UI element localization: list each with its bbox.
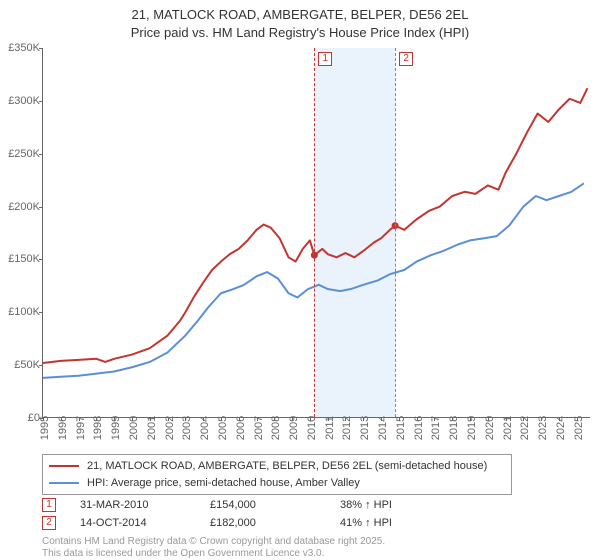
x-axis-label: 2025 <box>573 416 585 440</box>
x-axis-label: 2013 <box>359 416 371 440</box>
sale-marker-line <box>395 48 396 417</box>
title-line2: Price paid vs. HM Land Registry's House … <box>131 25 469 40</box>
sale-row: 1 31-MAR-2010£154,00038% ↑ HPI <box>42 496 470 514</box>
x-axis-label: 2015 <box>395 416 407 440</box>
sale-date: 31-MAR-2010 <box>80 499 210 511</box>
attribution-line: This data is licensed under the Open Gov… <box>42 548 324 559</box>
legend-swatch <box>49 482 79 484</box>
sale-marker-label: 1 <box>318 52 332 66</box>
x-axis-label: 2006 <box>235 416 247 440</box>
legend-item: 21, MATLOCK ROAD, AMBERGATE, BELPER, DE5… <box>49 458 505 475</box>
x-axis-label: 2007 <box>253 416 265 440</box>
sale-price: £154,000 <box>210 499 340 511</box>
x-axis-label: 2010 <box>306 416 318 440</box>
y-axis-label: £200K <box>0 201 40 213</box>
attribution-line: Contains HM Land Registry data © Crown c… <box>42 536 385 547</box>
x-axis-label: 1999 <box>110 416 122 440</box>
x-axis-label: 2023 <box>537 416 549 440</box>
x-axis-label: 1995 <box>39 416 51 440</box>
x-axis-label: 2019 <box>466 416 478 440</box>
sale-delta: 38% ↑ HPI <box>340 499 470 511</box>
x-axis-label: 2005 <box>217 416 229 440</box>
plot-area: 1219951996199719981999200020012002200320… <box>42 48 590 418</box>
legend: 21, MATLOCK ROAD, AMBERGATE, BELPER, DE5… <box>42 454 512 495</box>
legend-swatch <box>49 465 79 467</box>
x-axis-label: 2011 <box>324 416 336 440</box>
sale-marker-line <box>314 48 315 417</box>
x-axis-label: 2009 <box>288 416 300 440</box>
x-axis-label: 2022 <box>519 416 531 440</box>
chart-container: 21, MATLOCK ROAD, AMBERGATE, BELPER, DE5… <box>0 0 600 560</box>
legend-label: 21, MATLOCK ROAD, AMBERGATE, BELPER, DE5… <box>87 458 487 475</box>
x-axis-label: 2003 <box>181 416 193 440</box>
x-axis-label: 1997 <box>75 416 87 440</box>
x-axis-label: 2012 <box>341 416 353 440</box>
sale-price: £182,000 <box>210 517 340 529</box>
y-axis-label: £0 <box>0 412 40 424</box>
sale-row-marker: 2 <box>42 516 56 530</box>
x-axis-label: 2017 <box>430 416 442 440</box>
sales-table: 1 31-MAR-2010£154,00038% ↑ HPI 2 14-OCT-201… <box>42 496 470 532</box>
sale-date: 14-OCT-2014 <box>80 517 210 529</box>
x-axis-label: 2000 <box>128 416 140 440</box>
y-axis-label: £350K <box>0 42 40 54</box>
y-axis-label: £50K <box>0 359 40 371</box>
y-axis-label: £150K <box>0 253 40 265</box>
x-axis-label: 2016 <box>413 416 425 440</box>
y-axis-label: £100K <box>0 306 40 318</box>
x-axis-label: 2004 <box>199 416 211 440</box>
x-axis-label: 2024 <box>555 416 567 440</box>
sale-delta: 41% ↑ HPI <box>340 517 470 529</box>
x-axis-label: 2020 <box>484 416 496 440</box>
legend-label: HPI: Average price, semi-detached house,… <box>87 475 360 492</box>
title-line1: 21, MATLOCK ROAD, AMBERGATE, BELPER, DE5… <box>132 7 469 22</box>
x-axis-label: 2001 <box>146 416 158 440</box>
x-axis-label: 2021 <box>502 416 514 440</box>
y-axis-label: £250K <box>0 148 40 160</box>
sale-row: 2 14-OCT-2014£182,00041% ↑ HPI <box>42 514 470 532</box>
legend-item: HPI: Average price, semi-detached house,… <box>49 475 505 492</box>
x-axis-label: 2018 <box>448 416 460 440</box>
attribution: Contains HM Land Registry data © Crown c… <box>42 536 385 560</box>
chart-title: 21, MATLOCK ROAD, AMBERGATE, BELPER, DE5… <box>0 0 600 41</box>
x-axis-label: 1998 <box>92 416 104 440</box>
plot-svg <box>43 48 590 417</box>
x-axis-label: 2008 <box>270 416 282 440</box>
sale-marker-label: 2 <box>399 52 413 66</box>
x-axis-label: 1996 <box>57 416 69 440</box>
y-axis-label: £300K <box>0 95 40 107</box>
x-axis-label: 2014 <box>377 416 389 440</box>
x-axis-label: 2002 <box>164 416 176 440</box>
sale-row-marker: 1 <box>42 498 56 512</box>
